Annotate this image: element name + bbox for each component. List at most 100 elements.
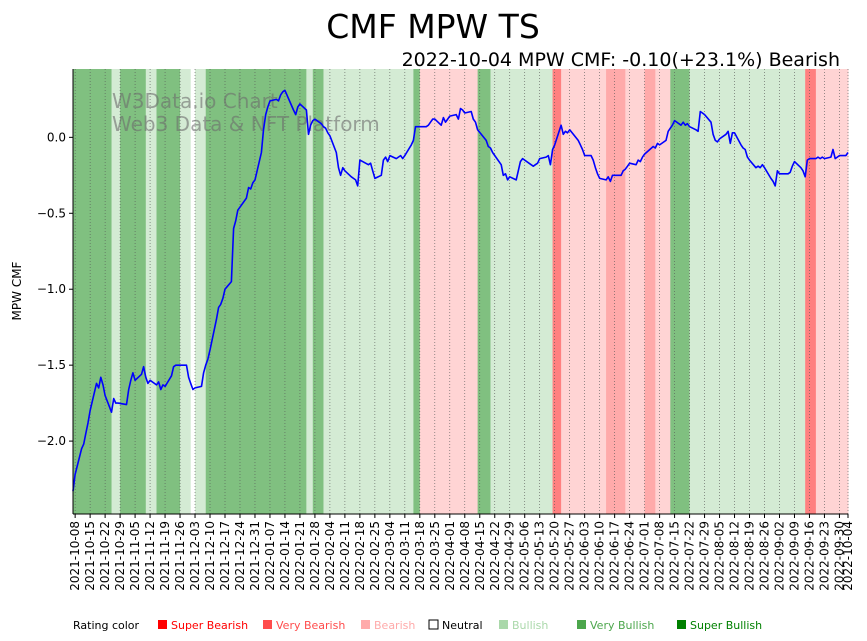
x-tick-label: 2022-03-25 (428, 521, 442, 591)
x-tick-label: 2022-08-12 (728, 521, 742, 591)
y-tick-label: −0.5 (37, 206, 66, 220)
x-tick-label: 2022-09-02 (772, 521, 786, 591)
legend-label-bullish: Bullish (512, 619, 548, 632)
x-tick-label: 2022-02-04 (323, 521, 337, 591)
rating-band-super-bearish (552, 69, 562, 514)
legend-swatch-bullish (499, 620, 508, 629)
x-tick-label: 2022-07-15 (668, 521, 682, 591)
legend-label-very-bearish: Very Bearish (276, 619, 345, 632)
rating-band-very-bullish (477, 69, 491, 514)
x-tick-label: 2022-02-25 (368, 521, 382, 591)
x-tick-label: 2021-10-29 (113, 521, 127, 591)
rating-band-bearish (419, 69, 479, 514)
rating-bands (73, 69, 849, 514)
x-tick-label: 2022-07-22 (683, 521, 697, 591)
legend-label-very-bullish: Very Bullish (590, 619, 654, 632)
legend-swatch-neutral (428, 619, 439, 630)
rating-band-bearish (561, 69, 607, 514)
x-tick-label: 2021-12-24 (233, 521, 247, 591)
rating-band-bullish (730, 69, 806, 514)
x-tick-label: 2021-12-10 (203, 521, 217, 591)
x-tick-label: 2022-09-30 (832, 521, 846, 591)
rating-band-very-bullish (205, 69, 307, 514)
rating-band-very-bullish (413, 69, 421, 514)
x-tick-label: 2021-10-08 (68, 521, 82, 591)
legend-title: Rating color (73, 619, 140, 632)
x-tick-label: 2022-08-26 (758, 521, 772, 591)
x-tick-label: 2022-06-24 (623, 521, 637, 591)
x-tick-label: 2022-09-23 (817, 521, 831, 591)
axes-frame (72, 69, 848, 515)
x-tick-label: 2021-12-31 (248, 521, 262, 591)
y-axis-label: MPW CMF (10, 261, 24, 320)
x-axis-ticks: 2021-10-08 2021-10-15 2021-10-22 2021-10-29… (68, 514, 855, 591)
vertical-grid (74, 69, 849, 514)
x-tick-label: 2022-06-03 (578, 521, 592, 591)
x-tick-label: 2021-11-26 (173, 521, 187, 591)
rating-band-bearish (625, 69, 646, 514)
x-tick-label: 2022-04-15 (473, 521, 487, 591)
legend-swatch-bearish (361, 620, 370, 629)
x-tick-label: 2022-03-18 (413, 521, 427, 591)
x-tick-label: 2022-04-29 (503, 521, 517, 591)
legend-swatch-super-bullish (677, 620, 686, 629)
x-tick-label: 2021-10-22 (98, 521, 112, 591)
x-tick-label: 2022-02-11 (338, 521, 352, 591)
x-tick-label: 2022-07-01 (638, 521, 652, 591)
rating-band-bullish (323, 69, 414, 514)
rating-band-bullish (306, 69, 314, 514)
x-tick-label: 2022-08-05 (713, 521, 727, 591)
x-tick-label: 2022-05-13 (533, 521, 547, 591)
watermark-line-1: W3Data.io Chart (112, 89, 278, 113)
rating-band-bullish (689, 69, 731, 514)
x-tick-label: 2022-01-28 (308, 521, 322, 591)
rating-band-bullish (180, 69, 192, 514)
legend-swatch-very-bearish (263, 620, 272, 629)
x-tick-label: 2022-07-29 (698, 521, 712, 591)
x-tick-label: 2022-10-04 (841, 521, 855, 591)
x-tick-label: 2022-05-27 (563, 521, 577, 591)
rating-band-bearish (655, 69, 671, 514)
chart-subtitle: 2022-10-04 MPW CMF: -0.10(+23.1%) Bearis… (402, 49, 840, 71)
x-tick-label: 2022-05-06 (518, 521, 532, 591)
rating-band-super-bullish (165, 69, 181, 514)
x-tick-label: 2022-06-17 (608, 521, 622, 591)
y-tick-label: −1.0 (37, 282, 66, 296)
x-tick-label: 2022-07-08 (653, 521, 667, 591)
x-tick-label: 2022-01-07 (263, 521, 277, 591)
x-tick-label: 2022-04-22 (488, 521, 502, 591)
rating-band-bullish (490, 69, 554, 514)
y-tick-label: 0.0 (47, 130, 66, 144)
legend-label-super-bullish: Super Bullish (690, 619, 762, 632)
rating-band-bullish (145, 69, 157, 514)
x-tick-label: 2022-03-04 (383, 521, 397, 591)
x-tick-label: 2022-09-16 (802, 521, 816, 591)
x-tick-label: 2022-08-19 (743, 521, 757, 591)
cmf-series-line (72, 89, 849, 492)
x-tick-label: 2022-06-10 (593, 521, 607, 591)
rating-band-super-bearish (805, 69, 817, 514)
watermark: W3Data.io Chart Web3 Data & NFT Platform (112, 89, 380, 136)
rating-band-very-bearish (644, 69, 656, 514)
legend-label-bearish: Bearish (374, 619, 415, 632)
y-axis-ticks: 0.0 −0.5 −1.0 −1.5 −2.0 (37, 130, 73, 448)
rating-band-neutral (190, 69, 196, 514)
x-tick-label: 2021-11-19 (158, 521, 172, 591)
x-tick-label: 2022-01-14 (278, 521, 292, 591)
x-tick-label: 2022-09-09 (787, 521, 801, 591)
x-tick-label: 2022-03-11 (398, 521, 412, 591)
watermark-line-2: Web3 Data & NFT Platform (112, 112, 380, 136)
x-tick-label: 2021-12-17 (218, 521, 232, 591)
x-tick-label: 2022-04-01 (443, 521, 457, 591)
x-tick-label: 2021-11-12 (143, 521, 157, 591)
rating-band-very-bearish (606, 69, 626, 514)
legend-swatch-super-bearish (158, 620, 167, 629)
x-tick-label: 2022-02-18 (353, 521, 367, 591)
rating-band-bullish (111, 69, 121, 514)
rating-band-very-bullish (156, 69, 166, 514)
chart-title: CMF MPW TS (326, 7, 540, 46)
x-tick-label: 2022-01-21 (293, 521, 307, 591)
y-tick-label: −2.0 (37, 434, 66, 448)
rating-band-very-bullish (312, 69, 324, 514)
